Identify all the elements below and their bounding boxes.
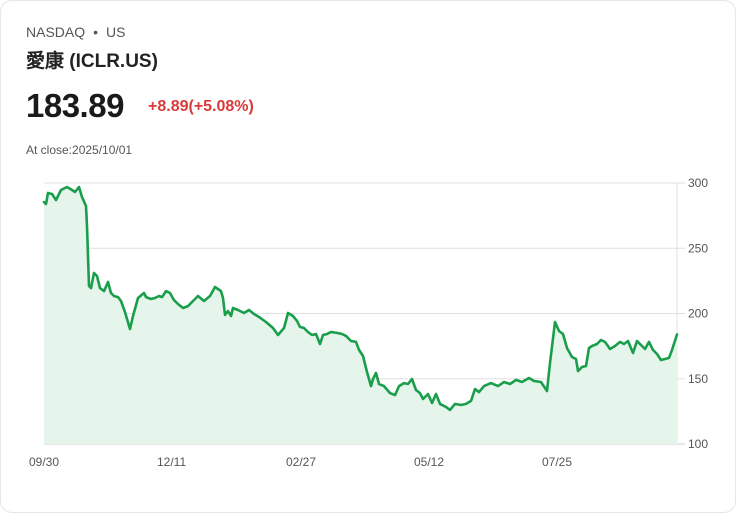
close-timestamp: At close:2025/10/01	[26, 143, 133, 157]
market-name: US	[106, 24, 126, 40]
x-tick-label: 09/30	[29, 455, 59, 469]
x-tick-label: 05/12	[414, 455, 444, 469]
x-axis-labels: 09/30 12/11 02/27 05/12 07/25	[29, 455, 572, 469]
y-tick-label: 250	[688, 241, 708, 255]
exchange-name: NASDAQ	[26, 24, 86, 40]
y-tick-label: 300	[688, 176, 708, 190]
x-tick-label: 07/25	[542, 455, 572, 469]
stock-price: 183.89	[26, 87, 124, 124]
price-change: +8.89(+5.08%)	[148, 98, 254, 115]
stock-title: 愛康 (ICLR.US)	[26, 51, 158, 72]
x-tick-label: 12/11	[157, 455, 186, 469]
separator-dot: •	[93, 24, 99, 40]
y-tick-label: 200	[688, 307, 708, 321]
y-tick-label: 150	[688, 372, 708, 386]
price-line	[42, 185, 679, 412]
y-axis-labels: 300 250 200 150 100	[688, 176, 708, 451]
exchange-line: NASDAQ • US	[26, 24, 125, 40]
x-tick-label: 02/27	[286, 455, 316, 469]
y-tick-label: 100	[688, 437, 708, 451]
price-area-fill	[44, 187, 677, 444]
